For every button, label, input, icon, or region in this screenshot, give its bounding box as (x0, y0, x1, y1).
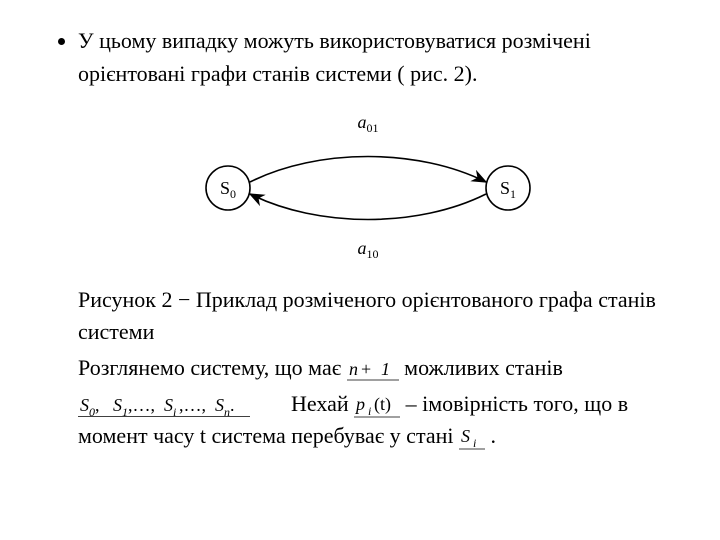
edge-label-S0-S1: a01 (358, 112, 379, 135)
svg-text:S: S (215, 395, 224, 415)
expr-pi-of-t: p i (t) (354, 394, 400, 418)
expr-states-sequence: S0, S1,…, Si,…, Sn . (78, 395, 252, 417)
edge-S0-S1 (250, 157, 486, 183)
Si-sub: i (473, 436, 476, 450)
pi-arg: (t) (374, 394, 391, 415)
svg-text:,: , (95, 395, 100, 415)
bullet-item: У цьому випадку можуть використовуватися… (78, 24, 680, 90)
nplus1-one: 1 (381, 359, 390, 379)
p2-text-a: Розглянемо систему, що має (78, 355, 347, 380)
svg-text:S: S (164, 395, 173, 415)
slide: У цьому випадку можуть використовуватися… (0, 0, 720, 540)
paragraph-2: Розглянемо систему, що має n + 1 можливи… (78, 352, 680, 384)
edge-label-S1-S0: a10 (358, 238, 379, 258)
nplus1-n: n (349, 359, 358, 379)
p3-text-c: . (490, 423, 496, 448)
bullet-list: У цьому випадку можуть використовуватися… (56, 24, 680, 90)
pi-p: p (354, 394, 365, 414)
svg-text:,…,: ,…, (128, 395, 155, 415)
figure-caption: Рисунок 2 − Приклад розміченого орієнтов… (78, 284, 680, 348)
p3-text-a: Нехай (291, 391, 354, 416)
edge-S1-S0 (250, 194, 486, 220)
nplus1-plus: + (361, 359, 371, 379)
caption-block: Рисунок 2 − Приклад розміченого орієнтов… (56, 284, 680, 451)
paragraph-3: S0, S1,…, Si,…, Sn . Нехай p i (t) – імо… (78, 388, 680, 452)
Si-S: S (461, 426, 470, 446)
svg-text:.: . (230, 395, 235, 415)
state-graph-svg: a01a10S0S1 (168, 108, 568, 258)
bullet-text: У цьому випадку можуть використовуватися… (78, 28, 591, 86)
state-graph-diagram: a01a10S0S1 (56, 108, 680, 258)
svg-text:,…,: ,…, (179, 395, 206, 415)
svg-text:S: S (80, 395, 89, 415)
expr-n-plus-1: n + 1 (347, 359, 399, 381)
pi-sub: i (368, 404, 371, 418)
p2-text-b: можливих станів (404, 355, 563, 380)
expr-Si: S i (459, 426, 485, 450)
svg-text:i: i (173, 405, 176, 417)
svg-text:S: S (113, 395, 122, 415)
